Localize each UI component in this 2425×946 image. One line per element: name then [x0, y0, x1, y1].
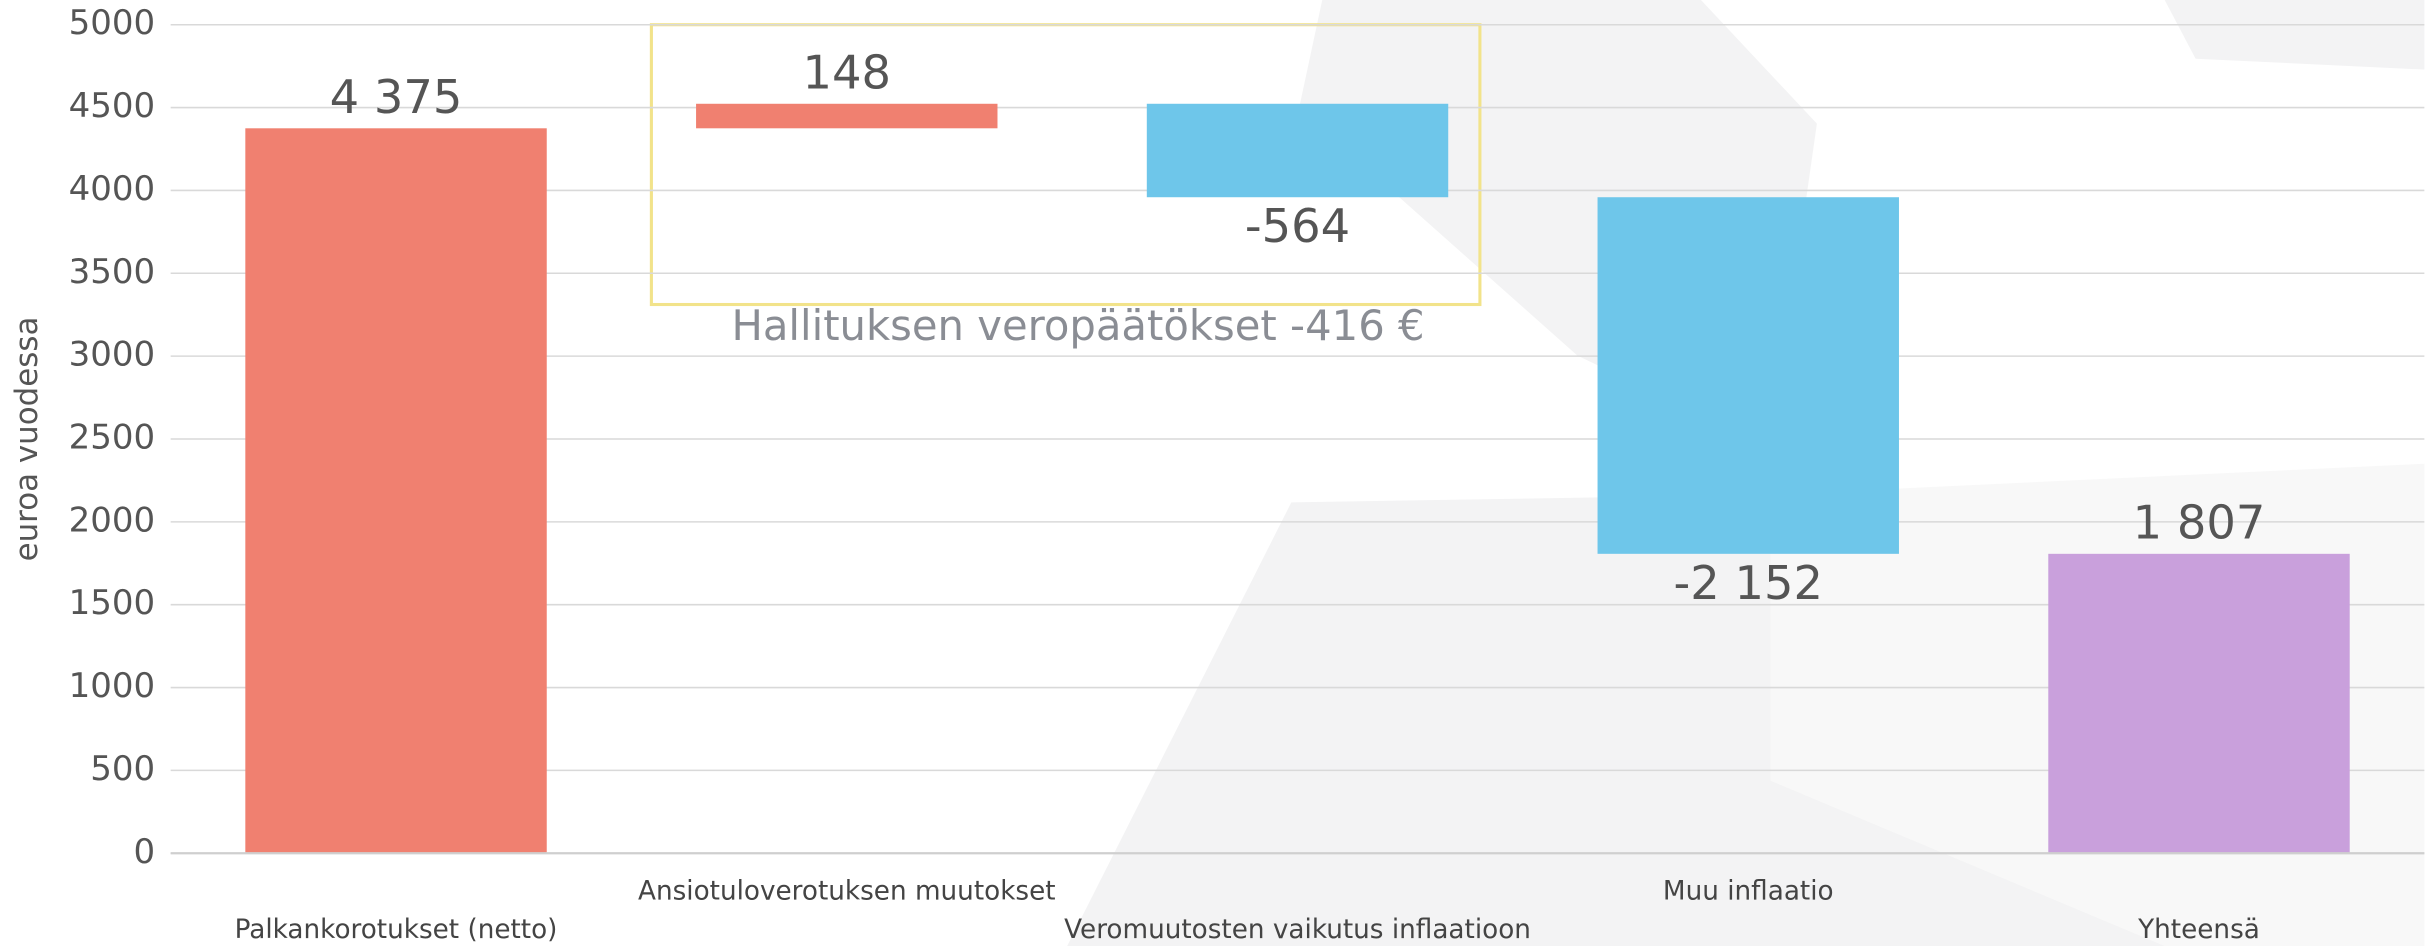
- y-tick-label: 500: [90, 749, 155, 789]
- y-tick-label: 2000: [69, 500, 156, 540]
- y-tick-label: 0: [134, 832, 156, 872]
- bar: [1146, 103, 1449, 198]
- y-tick-label: 4000: [69, 169, 156, 209]
- y-tick-label: 2500: [69, 417, 156, 457]
- value-label: 148: [803, 45, 892, 99]
- x-tick-label: Veromuutosten vaikutus inflaatioon: [1064, 915, 1531, 945]
- value-label: -2 152: [1674, 556, 1823, 610]
- annotation: Hallituksen veropäätökset -416 €: [731, 301, 1424, 350]
- y-tick-label: 3500: [69, 252, 156, 292]
- bar: [245, 128, 547, 854]
- value-label: 4 375: [330, 70, 463, 124]
- x-tick-label: Palkankorotukset (netto): [235, 915, 558, 945]
- y-axis-label: euroa vuodessa: [9, 317, 45, 562]
- y-tick-label: 3000: [69, 335, 156, 375]
- y-tick-label: 1000: [69, 666, 156, 706]
- y-tick-label: 1500: [69, 583, 156, 623]
- y-tick-label: 5000: [69, 3, 156, 43]
- bar: [2048, 553, 2350, 854]
- bar: [696, 103, 998, 129]
- value-label: -564: [1245, 199, 1350, 253]
- x-tick-label: Yhteensä: [2137, 915, 2260, 945]
- x-tick-label: Muu inflaatio: [1663, 876, 1834, 906]
- y-tick-label: 4500: [69, 86, 156, 126]
- x-tick-label: Ansiotuloverotuksen muutokset: [638, 876, 1056, 906]
- bar: [1597, 197, 1899, 554]
- value-label: 1 807: [2133, 496, 2266, 550]
